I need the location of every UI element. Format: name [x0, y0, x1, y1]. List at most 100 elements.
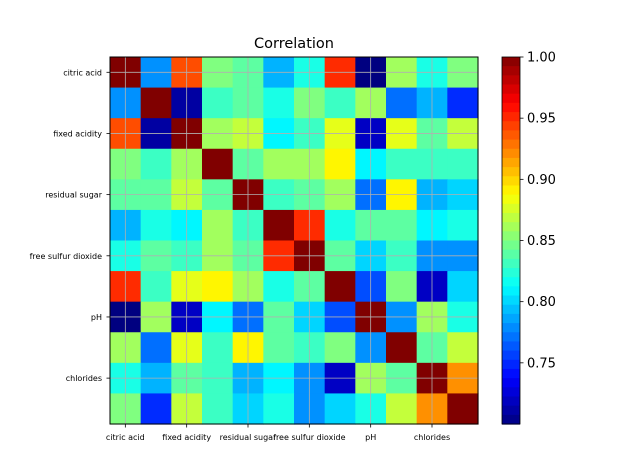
y-tick-label: residual sugar	[45, 191, 102, 200]
colorbar-segment	[502, 268, 520, 278]
colorbar-segment	[502, 231, 520, 242]
heatmap-cell	[263, 271, 295, 303]
heatmap-cell	[263, 332, 295, 364]
colorbar-segment	[502, 332, 520, 343]
heatmap-cell	[386, 87, 418, 119]
x-tick-label: pH	[365, 433, 376, 442]
colorbar-segment	[502, 84, 520, 95]
x-axis: citric acid fixed acidity residual sugarfr…	[106, 424, 450, 442]
heatmap-cell	[263, 393, 295, 425]
colorbar-segment	[502, 277, 520, 287]
heatmap-cell	[202, 87, 234, 119]
y-tick-label: pH	[91, 313, 102, 322]
colorbar-segment	[502, 350, 520, 361]
colorbar-segment	[502, 240, 520, 251]
x-tick-label: residual sugar	[220, 433, 277, 442]
heatmap-cell	[386, 332, 418, 364]
heatmap-cell	[202, 271, 234, 303]
colorbar-segment	[502, 396, 520, 407]
y-tick-label: free sulfur dioxide	[30, 252, 102, 261]
heatmap-cells	[110, 57, 479, 425]
colorbar-tick-label: 1.00	[527, 51, 556, 66]
colorbar-segment	[502, 93, 520, 104]
heatmap-cell	[324, 87, 356, 119]
heatmap-cell	[140, 87, 172, 119]
heatmap-cell	[202, 209, 234, 242]
heatmap-cell	[140, 271, 172, 303]
heatmap-cell	[447, 209, 479, 242]
colorbar-segment	[502, 148, 520, 159]
colorbar-segment	[502, 185, 520, 196]
colorbar-tick-label: 0.80	[527, 295, 556, 310]
colorbar-tick-label: 0.90	[527, 173, 556, 188]
heatmap-cell	[447, 393, 479, 425]
colorbar-segment	[502, 378, 520, 388]
x-tick-label: chlorides	[414, 433, 450, 442]
colorbar-tick-label: 0.95	[527, 112, 556, 127]
heatmap-cell	[140, 209, 172, 242]
colorbar-segment	[502, 414, 520, 425]
heatmap-cell	[447, 332, 479, 364]
heatmap-cell	[386, 209, 418, 242]
heatmap-grid	[110, 57, 478, 424]
heatmap-cell	[386, 393, 418, 425]
colorbar-segment	[502, 212, 520, 223]
heatmap-cell	[324, 148, 356, 180]
heatmap-cell	[386, 271, 418, 303]
colorbar-segment	[502, 286, 520, 297]
colorbar-segment	[502, 121, 520, 132]
heatmap-cell	[263, 87, 295, 119]
heatmap-cell	[202, 393, 234, 425]
heatmap-frame	[109, 56, 479, 425]
colorbar-segment	[502, 359, 520, 370]
heatmap-cell	[447, 87, 479, 119]
heatmap-cell	[263, 209, 295, 242]
heatmap-cell	[263, 148, 295, 180]
colorbar-segment	[502, 112, 520, 122]
y-tick-label: citric acid	[63, 68, 102, 77]
y-axis: citric acid fixed acidity residual sugar fr…	[30, 68, 110, 383]
heatmap-cell	[386, 148, 418, 180]
colorbar-segment	[502, 75, 520, 86]
heatmap-cell	[202, 148, 234, 180]
x-tick-label: fixed acidity	[162, 433, 211, 442]
colorbar-segment	[502, 368, 520, 379]
colorbar-tick-label: 0.75	[527, 356, 556, 371]
colorbar-segment	[502, 167, 520, 177]
colorbar-segment	[502, 323, 520, 333]
colorbar-segment	[502, 157, 520, 168]
x-tick-label: citric acid	[106, 433, 145, 442]
colorbar-segment	[502, 258, 520, 269]
heatmap-cell	[324, 271, 356, 303]
colorbar-segment	[502, 203, 520, 214]
colorbar-segment	[502, 66, 520, 76]
colorbar-segment	[502, 222, 520, 232]
heatmap-cell	[447, 271, 479, 303]
colorbar-segment	[502, 405, 520, 416]
colorbar: 1.00 0.95 0.90 0.85 0.80 0.75	[501, 51, 556, 425]
heatmap-cell	[202, 332, 234, 364]
heatmap-cell	[324, 393, 356, 425]
colorbar-tick-label: 0.85	[527, 234, 556, 249]
colorbar-segment	[502, 57, 520, 67]
heatmap-cell	[324, 332, 356, 364]
chart-title: Correlation	[254, 36, 334, 52]
x-tick-label: free sulfur dioxide	[273, 433, 345, 442]
heatmap-cell	[324, 209, 356, 242]
heatmap-cell	[140, 148, 172, 180]
colorbar-segment	[502, 387, 520, 398]
colorbar-segment	[502, 249, 520, 260]
heatmap-cell	[140, 393, 172, 425]
y-tick-label: fixed acidity	[53, 129, 102, 138]
colorbar-segment	[502, 139, 520, 150]
y-tick-label: chlorides	[66, 374, 102, 383]
heatmap-cell	[447, 148, 479, 180]
colorbar-segment	[502, 130, 520, 141]
colorbar-segment	[502, 176, 520, 187]
colorbar-segment	[502, 194, 520, 205]
heatmap-cell	[140, 332, 172, 364]
colorbar-segment	[502, 102, 520, 113]
colorbar-segment	[502, 313, 520, 324]
colorbar-segment	[502, 295, 520, 306]
